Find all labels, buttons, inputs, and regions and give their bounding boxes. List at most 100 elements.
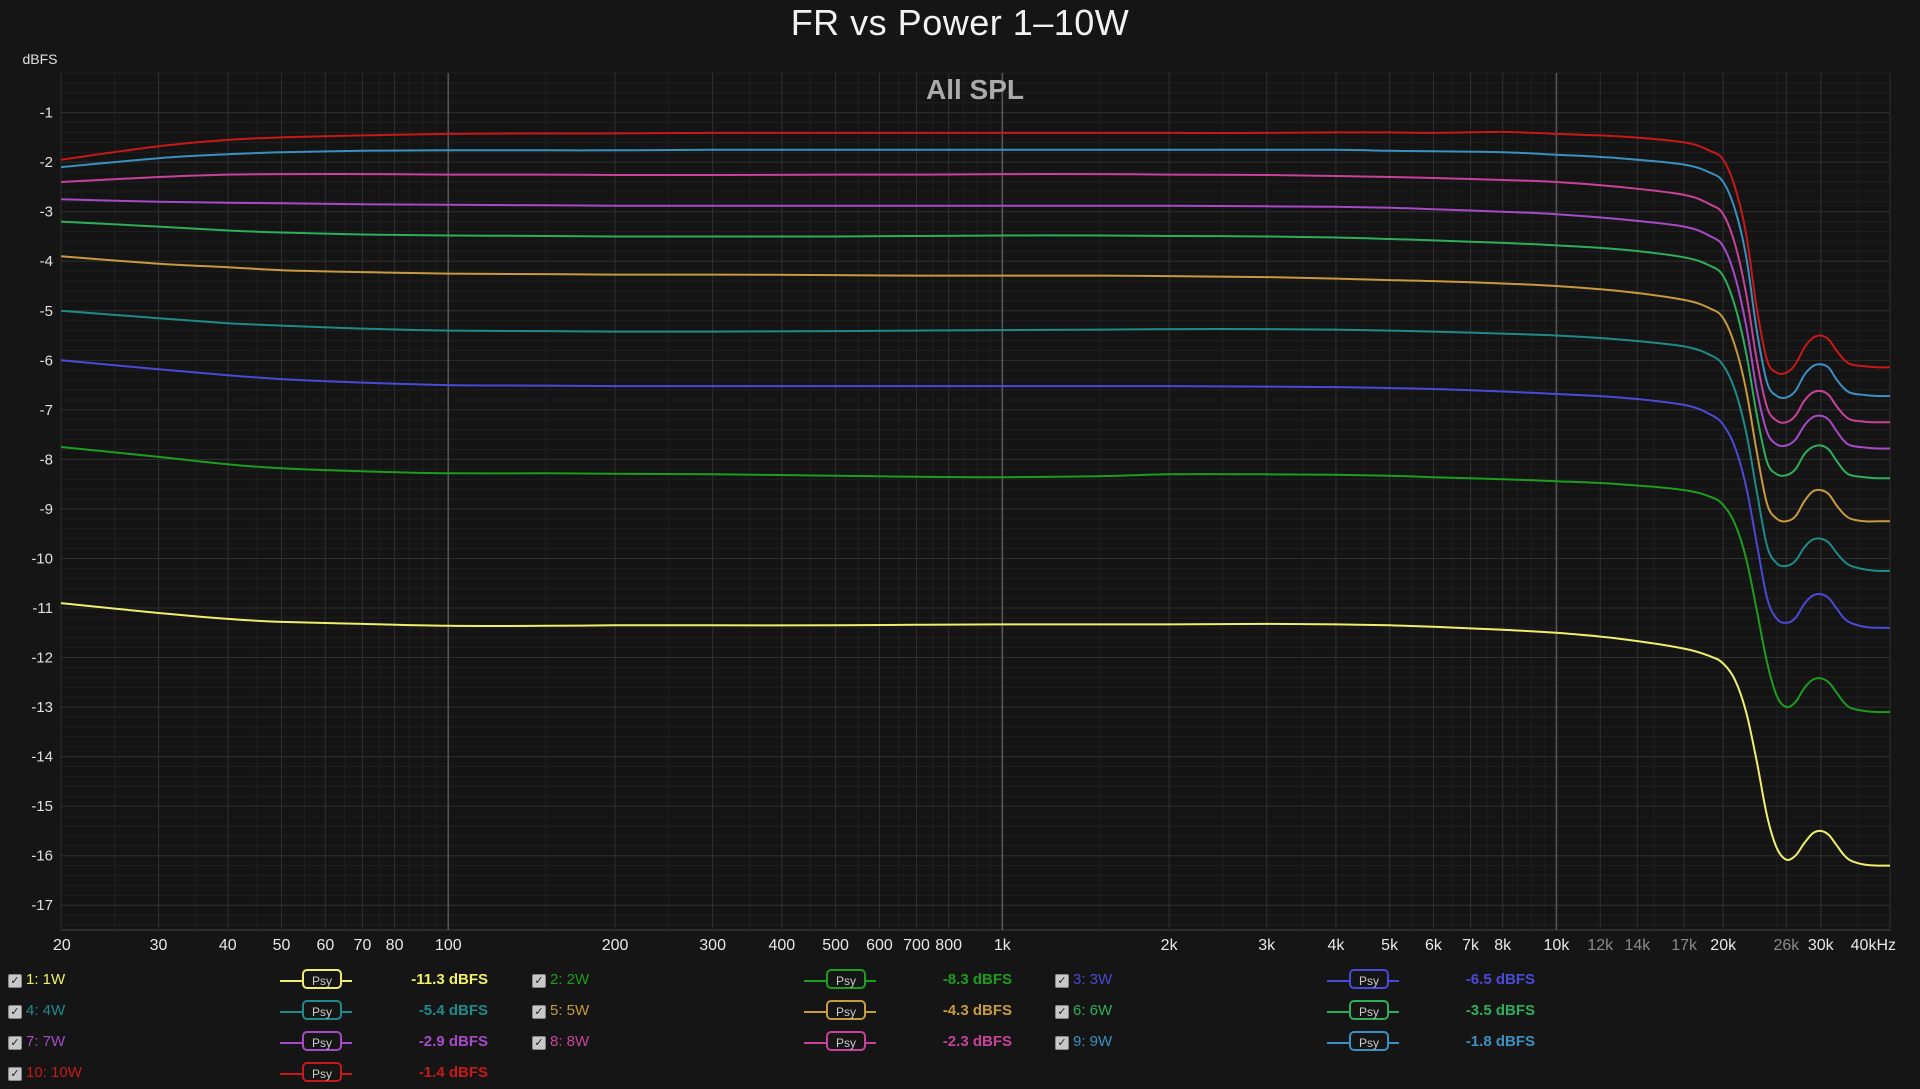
y-tick-label: -11 (32, 600, 53, 617)
legend-series-name: 7: 7W (26, 1033, 66, 1050)
y-tick-label: -16 (31, 848, 53, 865)
x-tick-label: 26k (1773, 937, 1800, 954)
series-line-5 (60, 255, 1890, 523)
x-tick-label: 14k (1624, 937, 1651, 954)
legend-series-name: 1: 1W (26, 971, 66, 988)
legend-item: ✓ 3: 3W Psy -6.5 dBFS (1055, 968, 1555, 996)
x-tick-label: 3k (1258, 937, 1276, 954)
x-tick-label: 400 (769, 937, 796, 954)
legend-value: -1.8 dBFS (1465, 1033, 1535, 1050)
x-tick-label: 40kHz (1851, 937, 1896, 954)
x-tick-label: 6k (1425, 937, 1443, 954)
x-tick-label: 20k (1710, 937, 1737, 954)
series-line-4 (60, 309, 1891, 572)
legend-value: -4.3 dBFS (942, 1002, 1012, 1019)
psy-button[interactable]: Psy (302, 1062, 342, 1082)
x-tick-label: 600 (866, 937, 893, 954)
legend-checkbox[interactable]: ✓ (8, 1067, 22, 1081)
psy-button[interactable]: Psy (302, 1031, 342, 1051)
legend-checkbox[interactable]: ✓ (1055, 1005, 1069, 1019)
legend-checkbox[interactable]: ✓ (8, 974, 22, 988)
legend-series-name: 5: 5W (550, 1002, 590, 1019)
psy-button[interactable]: Psy (826, 969, 866, 989)
x-tick-label: 700 (903, 937, 930, 954)
y-tick-label: -5 (40, 303, 53, 320)
legend-value: -3.5 dBFS (1465, 1002, 1535, 1019)
legend-checkbox[interactable]: ✓ (8, 1005, 22, 1019)
y-tick-label: -10 (31, 550, 53, 567)
x-tick-label: 20 (53, 937, 71, 954)
psy-button[interactable]: Psy (826, 1031, 866, 1051)
legend-value: -2.3 dBFS (942, 1033, 1012, 1050)
x-tick-label: 70 (354, 937, 372, 954)
legend-series-name: 4: 4W (26, 1002, 66, 1019)
legend-item: ✓ 8: 8W Psy -2.3 dBFS (532, 1030, 1032, 1058)
x-tick-label: 5k (1381, 937, 1399, 954)
legend-series-name: 9: 9W (1073, 1033, 1113, 1050)
legend-checkbox[interactable]: ✓ (532, 1005, 546, 1019)
legend-checkbox[interactable]: ✓ (532, 974, 546, 988)
psy-button[interactable]: Psy (826, 1000, 866, 1020)
legend-value: -5.4 dBFS (418, 1002, 488, 1019)
y-tick-label: -12 (31, 650, 53, 667)
legend-series-name: 2: 2W (550, 971, 590, 988)
x-tick-label: 7k (1462, 937, 1480, 954)
y-tick-label: -8 (40, 451, 53, 468)
legend-checkbox[interactable]: ✓ (8, 1036, 22, 1050)
x-tick-label: 1k (994, 937, 1012, 954)
legend-checkbox[interactable]: ✓ (1055, 1036, 1069, 1050)
frequency-response-chart[interactable]: dBFS -1 -2 -3 -4 -5 -6 -7 -8 -9 -10 -11 -12 -13 -14 -15… (0, 0, 1920, 960)
x-tick-label: 50 (273, 937, 291, 954)
psy-button[interactable]: Psy (302, 969, 342, 989)
x-tick-label: 200 (602, 937, 629, 954)
legend-checkbox[interactable]: ✓ (532, 1036, 546, 1050)
y-tick-label: -17 (31, 897, 53, 914)
x-tick-label: 2k (1161, 937, 1179, 954)
legend-item: ✓ 7: 7W Psy -2.9 dBFS (8, 1030, 508, 1058)
x-tick-label: 100 (435, 937, 462, 954)
series-line-7 (60, 198, 1891, 450)
y-tick-label: -6 (40, 352, 53, 369)
y-axis-label: dBFS (22, 51, 57, 67)
x-tick-label: 80 (386, 937, 404, 954)
legend-item: ✓ 1: 1W Psy -11.3 dBFS (8, 968, 508, 996)
legend-series-name: 10: 10W (26, 1064, 82, 1081)
legend-checkbox[interactable]: ✓ (1055, 974, 1069, 988)
series-line-3 (60, 359, 1891, 629)
legend-series-name: 6: 6W (1073, 1002, 1113, 1019)
y-tick-label: -3 (40, 204, 53, 221)
psy-button[interactable]: Psy (1349, 1000, 1389, 1020)
legend: ✓ 1: 1W Psy -11.3 dBFS ✓ 2: 2W Psy -8.3 dBFS ✓ 3:… (0, 962, 1920, 1086)
y-tick-label: -9 (40, 501, 53, 518)
x-tick-label: 500 (822, 937, 849, 954)
x-tick-label: 10k (1544, 937, 1571, 954)
y-tick-label: -2 (40, 154, 53, 171)
x-tick-label: 8k (1494, 937, 1512, 954)
series-line-10 (60, 130, 1891, 376)
x-tick-label: 800 (935, 937, 962, 954)
legend-value: -2.9 dBFS (418, 1033, 488, 1050)
series-line-8 (60, 173, 1891, 424)
y-tick-label: -4 (40, 253, 53, 270)
legend-item: ✓ 5: 5W Psy -4.3 dBFS (532, 999, 1032, 1027)
x-tick-label: 4k (1327, 937, 1345, 954)
legend-item: ✓ 6: 6W Psy -3.5 dBFS (1055, 999, 1555, 1027)
series-line-1 (60, 602, 1891, 867)
legend-value: -8.3 dBFS (942, 971, 1012, 988)
psy-button[interactable]: Psy (1349, 969, 1389, 989)
y-tick-label: -15 (31, 798, 53, 815)
psy-button[interactable]: Psy (302, 1000, 342, 1020)
legend-value: -6.5 dBFS (1465, 971, 1535, 988)
psy-button[interactable]: Psy (1349, 1031, 1389, 1051)
legend-item: ✓ 4: 4W Psy -5.4 dBFS (8, 999, 508, 1027)
plot-inner-label: All SPL (926, 74, 1024, 105)
series-line-2 (60, 446, 1891, 714)
series-group (60, 130, 1891, 867)
y-tick-label: -13 (31, 699, 53, 716)
legend-item: ✓ 9: 9W Psy -1.8 dBFS (1055, 1030, 1555, 1058)
x-tick-label: 17k (1671, 937, 1698, 954)
x-tick-label: 40 (219, 937, 237, 954)
legend-series-name: 3: 3W (1073, 971, 1113, 988)
x-tick-label: 30k (1808, 937, 1835, 954)
series-line-6 (60, 220, 1891, 480)
